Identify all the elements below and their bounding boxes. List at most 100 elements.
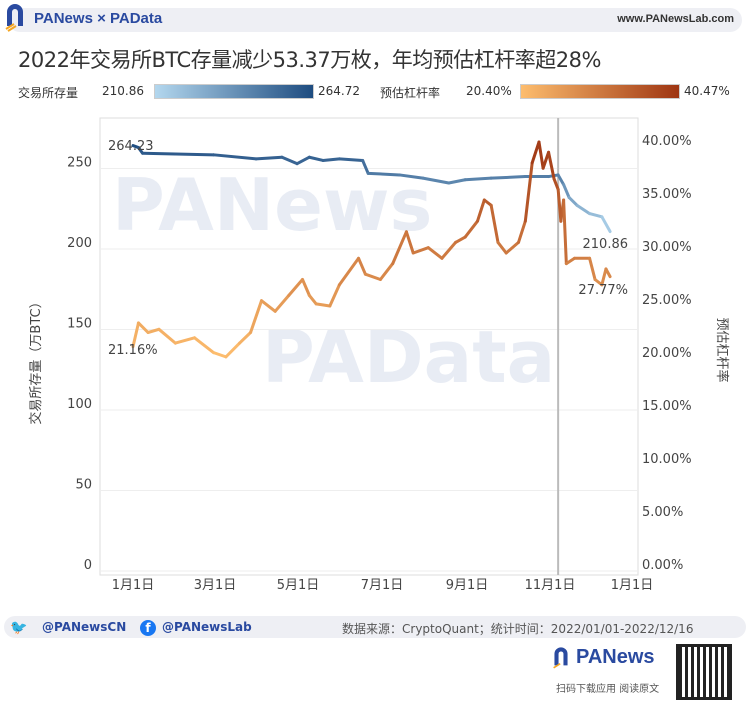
- reserve-line-segment: [212, 153, 258, 161]
- reserve-line-segment: [280, 155, 299, 166]
- leverage-line-segment: [363, 272, 382, 281]
- leverage-line-segment: [404, 230, 415, 255]
- reserve-line-segment: [307, 155, 325, 162]
- leverage-line-segment: [547, 150, 556, 181]
- reserve-line-segment: [567, 195, 579, 208]
- leverage-line-segment: [552, 177, 560, 191]
- leverage-line-segment: [426, 246, 444, 260]
- y2-tick-label: 15.00%: [642, 399, 692, 414]
- reserve-line-segment: [556, 173, 566, 187]
- x-tick-label: 7月1日: [361, 578, 404, 593]
- leverage-line-segment: [193, 336, 216, 355]
- reserve-line-segment: [463, 176, 493, 182]
- facebook-icon: f: [140, 620, 156, 636]
- leverage-line-segment: [562, 198, 568, 266]
- y2-tick-label: 25.00%: [642, 293, 692, 308]
- y-tick-label: 0: [84, 558, 92, 573]
- app-brand: PANews: [576, 646, 655, 668]
- x-tick-label: 3月1日: [194, 578, 237, 593]
- y2-tick-label: 10.00%: [642, 452, 692, 467]
- y2-tick-label: 40.00%: [642, 134, 692, 149]
- legend-leverage-gradient: [520, 84, 680, 99]
- leverage-line-segment: [378, 262, 395, 281]
- leverage-line-segment: [287, 278, 305, 297]
- leverage-line-segment: [475, 198, 486, 223]
- legend-reserve-label: 交易所存量: [18, 86, 79, 100]
- leverage-line-segment: [440, 240, 458, 260]
- x-tick-label: 1月1日: [112, 578, 155, 593]
- y2-tick-label: 20.00%: [642, 346, 692, 361]
- y2-tick-label: 5.00%: [642, 505, 683, 520]
- legend-reserve-min: 210.86: [102, 84, 144, 98]
- annotation-start-reserve: 264.23: [108, 139, 154, 154]
- twitter-handle[interactable]: @PANewsCN: [42, 620, 127, 634]
- y-tick-label: 200: [67, 236, 92, 251]
- reserve-line-segment: [421, 176, 451, 185]
- x-tick-label: 5月1日: [277, 578, 320, 593]
- legend-reserve-gradient: [154, 84, 314, 99]
- reserve-line-segment: [361, 158, 370, 175]
- leverage-line-segment: [357, 256, 367, 276]
- leverage-line-segment: [212, 351, 228, 359]
- reserve-line-segment: [295, 155, 311, 166]
- leverage-line-segment: [411, 246, 430, 255]
- legend-reserve-max: 264.72: [318, 84, 360, 98]
- qr-code[interactable]: [676, 644, 732, 700]
- reserve-line-segment: [600, 215, 612, 234]
- leverage-line-segment: [588, 256, 597, 281]
- chart: PANews PAData 0 50 100 150 200 250 0.00% 5.00% 10.…: [28, 117, 730, 593]
- plot-frame: [99, 117, 639, 576]
- leverage-line-segment: [131, 321, 140, 349]
- panews-logo-icon: [5, 4, 23, 32]
- watermark-padata: PAData: [262, 315, 555, 399]
- leverage-line-segment: [157, 327, 177, 345]
- leverage-line-segment: [273, 293, 291, 313]
- reserve-line-segment: [489, 175, 527, 180]
- leverage-line-segment: [307, 293, 318, 306]
- annotation-end-leverage: 27.77%: [578, 283, 628, 298]
- reserve-line-segment: [321, 157, 341, 162]
- reserve-line-segment: [141, 151, 177, 156]
- facebook-handle[interactable]: @PANewsLab: [162, 620, 252, 634]
- data-source: 数据来源：CryptoQuant；统计时间：2022/01/01-2022/12…: [342, 622, 694, 636]
- legend-leverage-max: 40.47%: [684, 84, 730, 98]
- x-tick-label: 1月1日: [611, 578, 654, 593]
- y2-tick-label: 35.00%: [642, 187, 692, 202]
- panews-app-logo-icon: [553, 647, 568, 669]
- leverage-line-segment: [136, 321, 150, 334]
- annotation-start-leverage: 21.16%: [108, 343, 158, 358]
- y-tick-label: 50: [75, 478, 92, 493]
- leverage-line-segment: [249, 299, 263, 334]
- leverage-line-segment: [328, 283, 341, 308]
- y-tick-label: 250: [67, 156, 92, 171]
- header-bar: [8, 8, 742, 32]
- leverage-line-segment: [604, 267, 612, 279]
- y2-tick-label: 0.00%: [642, 558, 683, 573]
- leverage-line-segment: [516, 219, 527, 244]
- y2-tick-label: 30.00%: [642, 240, 692, 255]
- reserve-line-segment: [173, 152, 216, 157]
- x-tick-label: 9月1日: [446, 578, 489, 593]
- leverage-line-segment: [496, 240, 508, 255]
- y2-axis-label: 预估杠杆率: [714, 317, 730, 382]
- leverage-line-segment: [301, 278, 311, 297]
- leverage-line-segment: [530, 140, 541, 165]
- leverage-line-segment: [173, 336, 197, 345]
- leverage-line-segment: [564, 256, 577, 266]
- site-url[interactable]: www.PANewsLab.com: [617, 13, 734, 25]
- leverage-line-segment: [537, 140, 545, 170]
- leverage-line-segment: [224, 341, 242, 359]
- reserve-line-segment: [398, 173, 425, 180]
- y-tick-label: 100: [67, 397, 92, 412]
- leverage-line-segment: [600, 267, 608, 287]
- reserve-line-segment: [562, 183, 571, 199]
- reserve-line-segment: [447, 178, 467, 185]
- reserve-line-segment: [254, 155, 284, 161]
- brand-title: PANews × PAData: [34, 10, 163, 27]
- app-caption: 扫码下载应用 阅读原文: [556, 684, 660, 695]
- y-tick-label: 150: [67, 317, 92, 332]
- legend-leverage-label: 预估杠杆率: [380, 86, 441, 100]
- leverage-line-segment: [391, 230, 408, 266]
- reserve-line-segment: [588, 212, 604, 219]
- leverage-line-segment: [238, 331, 253, 345]
